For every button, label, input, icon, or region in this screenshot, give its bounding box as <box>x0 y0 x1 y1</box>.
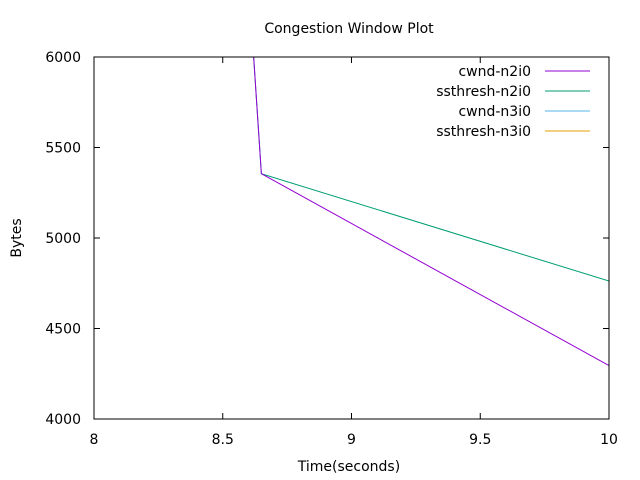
y-tick-label: 4500 <box>45 322 81 338</box>
series-line-cwnd-n2i0 <box>253 57 609 367</box>
y-tick-label: 6000 <box>45 50 81 66</box>
legend-label-cwnd-n3i0: cwnd-n3i0 <box>458 104 531 120</box>
y-axis-label: Bytes <box>9 218 25 257</box>
y-tick-label: 5000 <box>45 231 81 247</box>
plot-frame <box>93 56 610 420</box>
legend-label-ssthresh-n2i0: ssthresh-n2i0 <box>436 84 531 100</box>
y-tick-label: 4000 <box>45 412 81 428</box>
x-tick-label: 9 <box>347 432 356 448</box>
x-tick-label: 8.5 <box>212 432 234 448</box>
legend: cwnd-n2i0 ssthresh-n2i0 cwnd-n3i0 ssthresh-… <box>436 64 590 140</box>
x-axis-label: Time(seconds) <box>297 459 400 475</box>
y-tick-label: 5500 <box>45 141 81 157</box>
legend-label-cwnd-n2i0: cwnd-n2i0 <box>458 64 531 80</box>
x-tick-label: 8 <box>90 432 99 448</box>
x-tick-label: 10 <box>600 432 618 448</box>
x-tick-label: 9.5 <box>469 432 491 448</box>
series-layer <box>253 57 609 367</box>
axis-ticks: 8 8.5 9 9.5 10 4000 4500 5000 5500 6000 <box>45 50 618 448</box>
chart-title: Congestion Window Plot <box>264 21 434 37</box>
legend-label-ssthresh-n3i0: ssthresh-n3i0 <box>436 124 531 140</box>
